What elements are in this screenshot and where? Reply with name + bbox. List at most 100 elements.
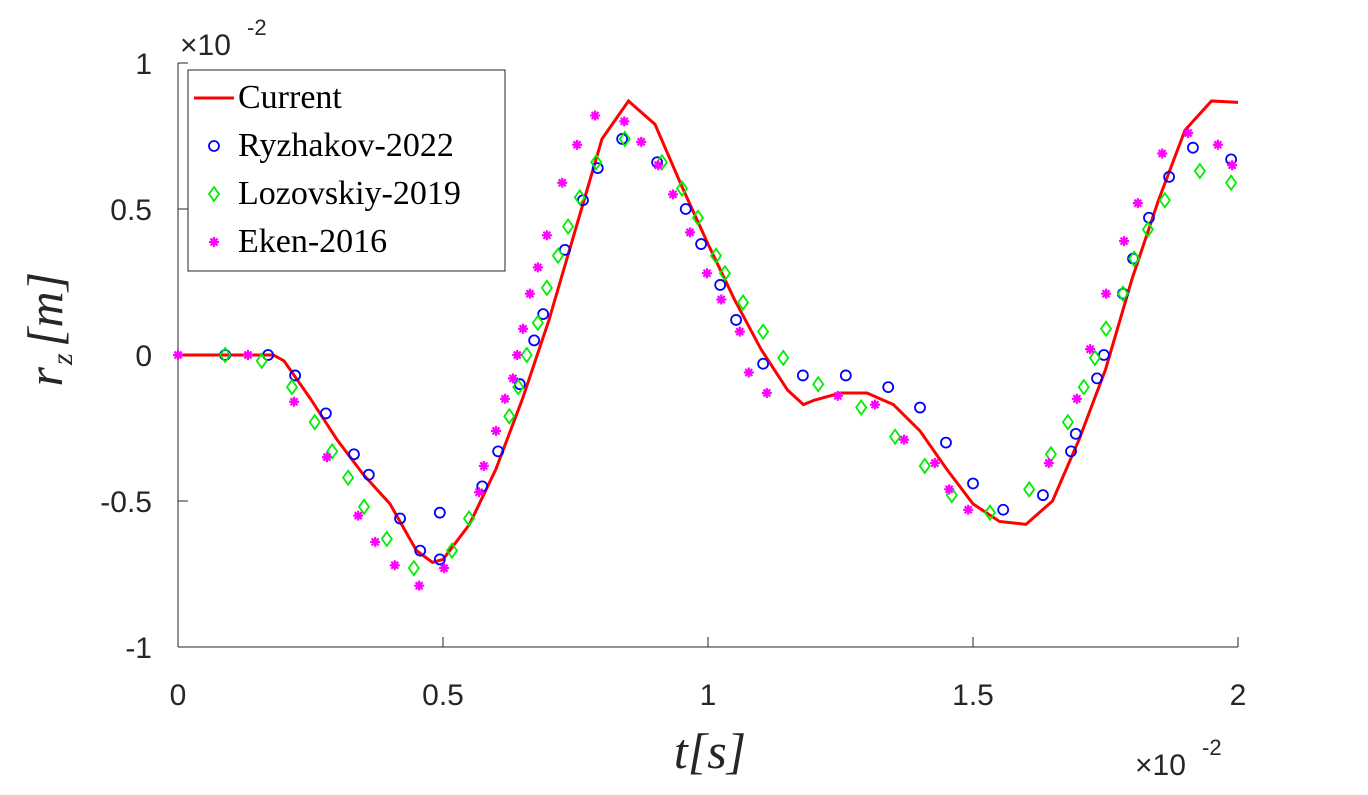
circle-marker [362,468,375,481]
diamond-marker [655,153,668,171]
diamond-marker [709,247,723,265]
circle-marker [528,334,541,347]
star-marker [761,387,772,398]
circle-marker [757,357,770,370]
circle-marker [967,477,979,490]
star-marker [541,230,552,241]
star-marker [474,487,485,498]
star-marker [209,237,219,247]
star-marker [173,350,183,360]
x-tick-label: 1.5 [952,679,994,712]
star-marker [743,367,754,378]
circle-marker [1065,445,1077,458]
diamond-marker [512,378,525,396]
diamond-marker [1116,285,1130,303]
circle-marker [714,279,727,291]
star-marker [899,434,910,445]
diamond-marker [1099,320,1113,338]
circle-marker [679,203,692,215]
star-marker [1157,148,1168,159]
diamond-marker [551,247,565,265]
diamond-marker [445,542,459,560]
star-marker [590,110,601,121]
star-marker [532,262,543,273]
diamond-marker [1023,480,1036,498]
diamond-marker [207,185,221,203]
star-marker [701,268,712,279]
circle-marker [616,133,629,145]
circle-marker [882,381,895,394]
circle-marker [997,503,1010,516]
star-marker [636,136,647,147]
diamond-marker [1225,174,1238,192]
circle-marker [319,407,332,420]
circle-marker [1091,372,1103,385]
diamond-marker [918,457,931,475]
diamond-marker [219,346,232,364]
circle-marker [1163,170,1175,183]
legend-label: Ryzhakov-2022 [238,127,454,164]
star-marker [512,350,523,360]
legend-box [187,69,506,272]
circle-marker [1187,141,1199,154]
diamond-marker [1044,445,1058,463]
star-marker [1183,128,1194,139]
star-marker [389,560,400,571]
diamond-marker [308,413,321,431]
diamond-marker [503,407,516,425]
star-marker [491,425,501,436]
star-marker [1227,160,1238,171]
star-marker [716,294,727,305]
circle-marker [414,544,427,557]
diamond-marker [531,314,544,332]
star-marker [572,139,583,150]
circle-marker [796,369,809,382]
circle-marker [591,162,604,175]
diamond-marker [1141,220,1155,238]
x-tick-label: 0 [170,679,187,712]
diamond-marker [357,498,371,516]
diamond-marker [561,217,575,236]
star-marker [524,288,535,299]
x-multiplier: ×10 [1135,749,1186,782]
diamond-marker [462,509,476,528]
star-marker [439,563,450,574]
y-axis-label-unit: [m] [17,272,73,347]
diamond-marker [618,130,631,148]
diamond-marker [1088,349,1102,367]
star-marker [1132,198,1143,209]
diamond-marker [255,352,268,370]
circle-marker [1037,489,1049,502]
circle-marker [1069,427,1082,440]
x-multiplier-power: -2 [1202,735,1222,760]
circle-marker [695,238,708,250]
y-axis-label-sub: z [46,353,79,366]
diamond-marker [573,188,586,206]
y-tick-label: -1 [125,632,152,665]
star-marker [478,460,489,471]
x-tick-label: 1 [700,679,717,712]
y-multiplier: ×10 [180,29,231,62]
circle-marker [940,436,952,449]
legend-label: Current [238,79,342,116]
diamond-marker [718,264,732,282]
diamond-marker [736,293,750,311]
y-tick-label: 1 [135,48,152,81]
circle-marker [492,445,505,458]
star-marker [242,350,253,360]
legend: Current Ryzhakov-2022 Lozovskiy-2019 Eken-2… [187,69,506,272]
circle-marker [537,308,550,321]
star-marker [653,160,664,171]
star-marker [619,116,630,127]
circle-marker [433,506,446,519]
circle-marker [839,369,852,382]
x-tick-label: 0.5 [422,679,464,712]
diamond-marker [1077,378,1090,396]
star-marker [1085,344,1096,355]
y-multiplier-power: -2 [247,15,267,40]
diamond-marker [326,442,339,460]
diamond-marker [1158,191,1171,209]
y-tick-label: 0 [135,340,152,373]
star-marker [557,177,568,188]
